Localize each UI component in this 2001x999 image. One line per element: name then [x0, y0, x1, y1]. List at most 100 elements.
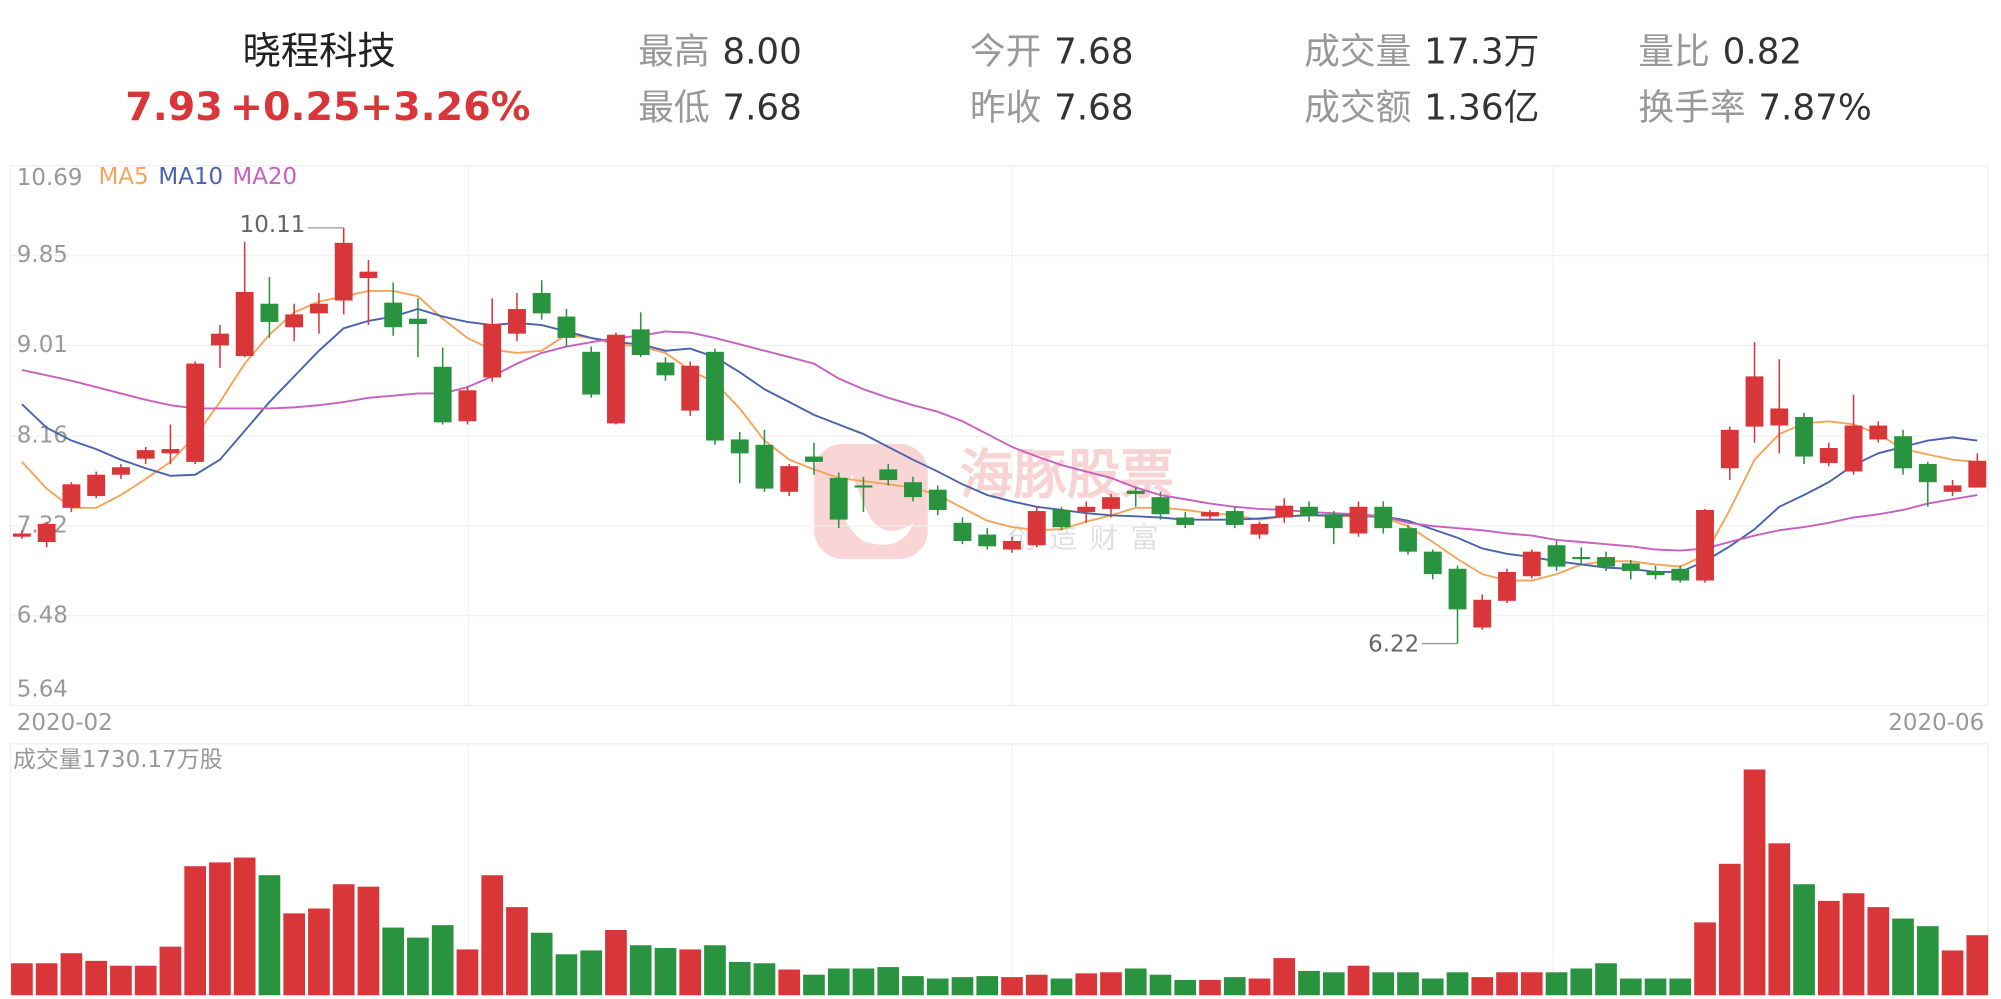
volume-bar	[1496, 972, 1518, 996]
candle-body	[285, 314, 304, 328]
volume-bar	[629, 945, 652, 996]
candle-body	[310, 303, 328, 314]
volume-bar	[283, 913, 306, 996]
volume-bar	[1718, 863, 1741, 996]
stat-value: 7.87%	[1758, 88, 1871, 129]
y-tick-label: 8.16	[17, 423, 68, 449]
candle-body	[12, 533, 31, 537]
candle-body	[1250, 523, 1269, 535]
volume-bar	[1941, 950, 1964, 996]
candle-body	[1968, 460, 1987, 488]
volume-bar	[778, 969, 801, 996]
candle-body	[1201, 512, 1219, 517]
stat-value: 1.36亿	[1424, 88, 1539, 129]
candle-body	[631, 329, 650, 356]
volume-bar	[1619, 978, 1642, 996]
y-tick-label: 10.69	[17, 165, 83, 191]
candle-body	[1077, 506, 1096, 513]
candle-body	[1671, 568, 1690, 581]
stat-value: 7.68	[722, 88, 802, 129]
candle-body	[755, 444, 774, 489]
volume-bar	[134, 965, 157, 996]
volume-bar	[530, 932, 553, 996]
candle-body	[607, 334, 625, 424]
candle-body	[557, 316, 576, 338]
stat-value: 17.3万	[1424, 32, 1539, 73]
volume-bar	[1669, 978, 1692, 996]
candle-body	[1844, 425, 1863, 472]
volume-bar	[1248, 978, 1271, 996]
candle-body	[1869, 425, 1888, 440]
candle-body	[1052, 509, 1071, 528]
candle-body	[1819, 447, 1838, 463]
volume-bar	[753, 963, 776, 996]
candle-body	[1275, 505, 1294, 518]
volume-bar	[679, 949, 702, 996]
candle-body	[1597, 557, 1615, 567]
volume-bar	[110, 965, 132, 996]
candle-body	[235, 291, 254, 357]
volume-bar	[704, 945, 726, 996]
candle-body	[186, 363, 205, 462]
candle-body	[161, 449, 180, 454]
stat: 最低 7.68	[638, 88, 802, 129]
candle-body	[904, 482, 922, 498]
stat-label: 成交额	[1304, 88, 1411, 129]
volume-bar	[332, 884, 355, 996]
volume-bar	[728, 961, 751, 996]
candle-body	[1894, 436, 1912, 469]
candle-body	[1696, 509, 1714, 581]
candle-body	[879, 469, 898, 481]
stat-label: 换手率	[1638, 88, 1745, 129]
high-label: 10.11	[240, 212, 306, 238]
volume-bar	[308, 908, 330, 996]
volume-bar	[1001, 977, 1023, 996]
volume-bar	[1793, 884, 1815, 996]
stat-value: 0.82	[1723, 32, 1803, 73]
volume-bar	[233, 857, 256, 996]
y-tick-label: 6.48	[17, 602, 68, 628]
volume-bar	[605, 929, 627, 996]
stat-label: 最高	[638, 32, 709, 73]
volume-bar	[1347, 965, 1370, 996]
x-label-start: 2020-02	[17, 710, 113, 736]
candle-body	[582, 351, 601, 395]
candle-body	[359, 271, 378, 279]
stat-label: 量比	[1638, 32, 1709, 73]
volume-bar	[1322, 972, 1345, 996]
volume-bar	[258, 875, 281, 996]
volume-bar	[1595, 963, 1617, 996]
volume-bar	[926, 978, 949, 996]
volume-bar	[60, 953, 83, 996]
candle-body	[1176, 517, 1195, 525]
candle-body	[706, 351, 724, 441]
volume-bar	[481, 875, 504, 996]
stat-label: 今开	[970, 32, 1041, 73]
volume-bar	[11, 963, 33, 996]
candle-body	[1349, 506, 1368, 534]
volume-bar	[1075, 973, 1098, 996]
y-tick-label: 5.64	[17, 677, 68, 703]
change-pct: +3.26%	[360, 84, 530, 130]
volume-bar	[85, 960, 108, 996]
stat-label: 昨收	[970, 88, 1041, 129]
candle-body	[334, 242, 353, 301]
candle-body	[1399, 528, 1417, 552]
candle-body	[1918, 464, 1937, 483]
volume-bar	[1100, 972, 1122, 996]
volume-bar	[654, 948, 677, 996]
volume-bar	[209, 862, 231, 996]
candle-body	[1473, 599, 1492, 628]
candle-body	[1770, 408, 1789, 426]
candle-body	[433, 366, 452, 423]
legend-ma10: MA10	[158, 164, 223, 190]
volume-bar	[976, 976, 999, 996]
candle-body	[87, 474, 106, 497]
candle-body	[1522, 551, 1541, 577]
volume-bar	[1273, 958, 1296, 996]
stat: 成交量 17.3万	[1304, 32, 1539, 73]
volume-bar	[877, 967, 900, 996]
volume-bar	[1050, 978, 1073, 996]
candle-body	[1027, 511, 1046, 546]
candle-body	[532, 293, 551, 314]
